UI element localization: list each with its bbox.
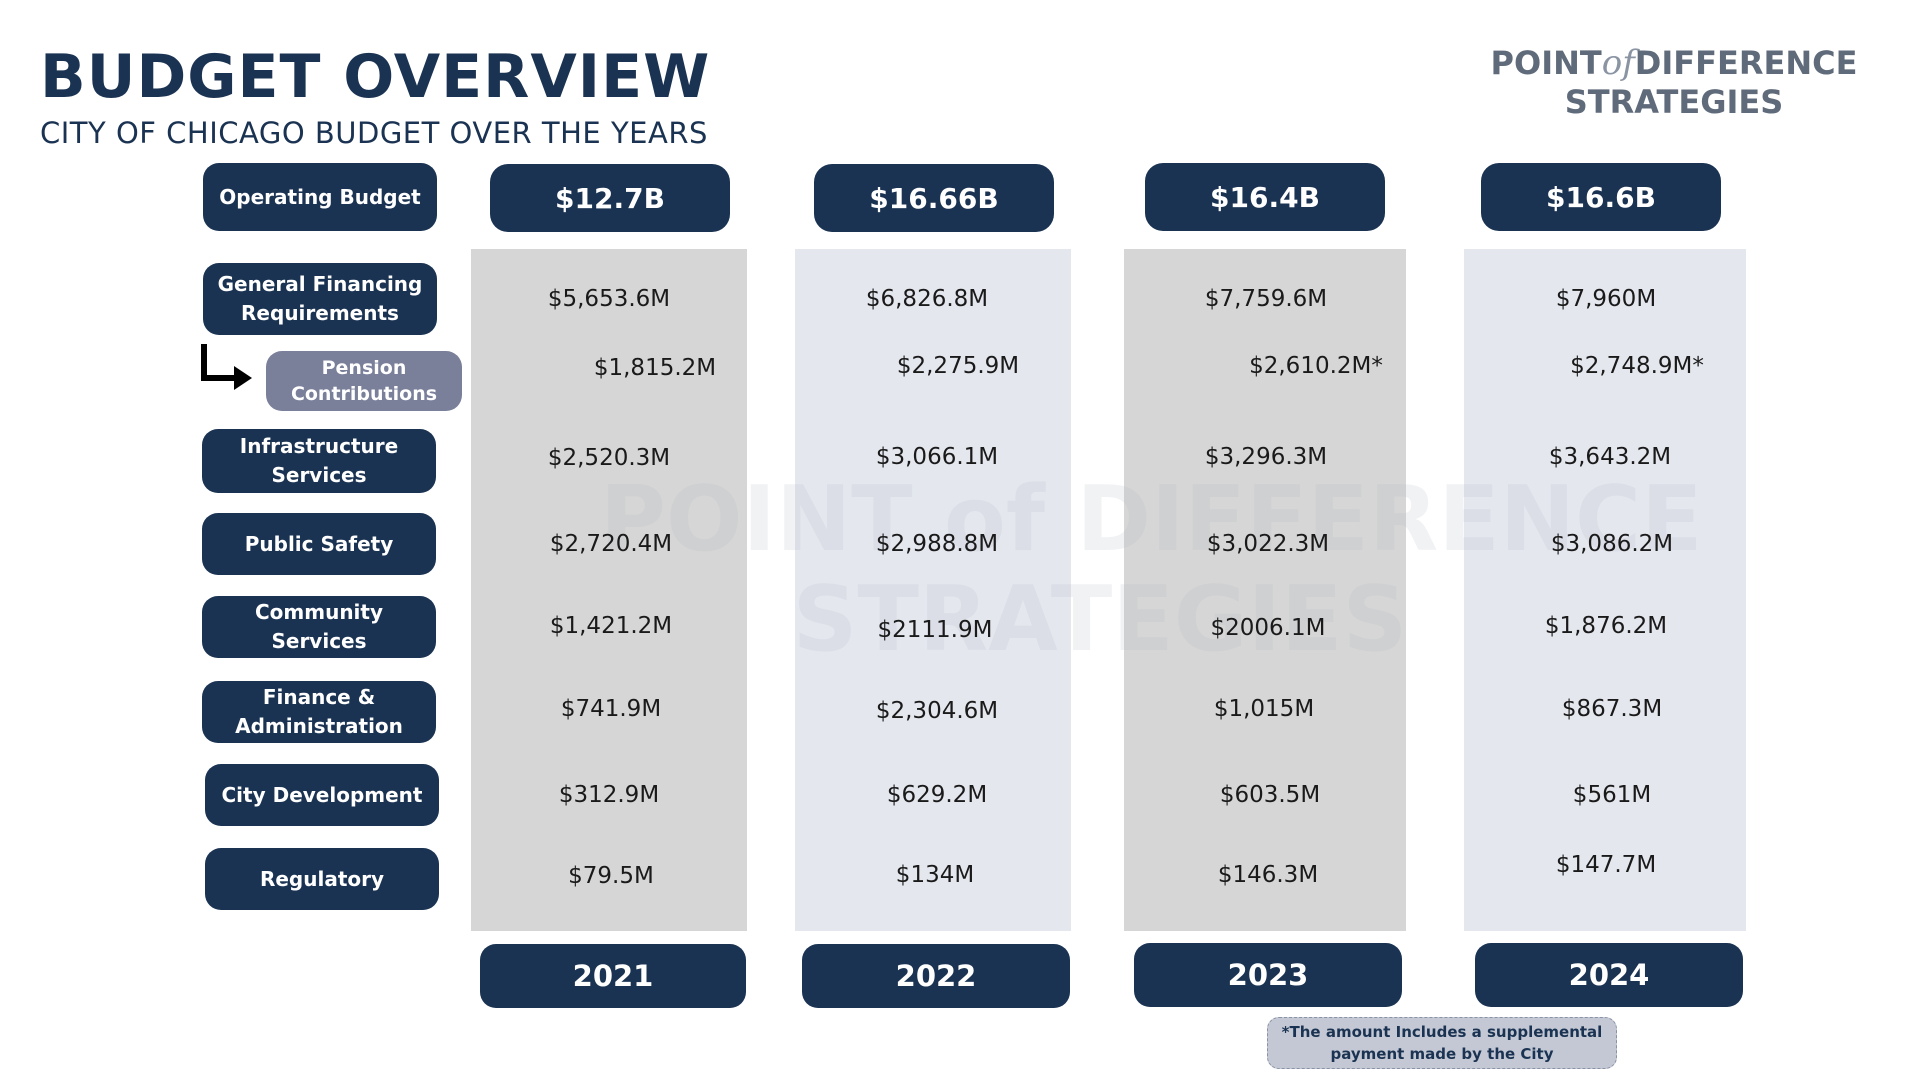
value-pension-2021: $1,815.2M (593, 355, 717, 381)
value-infrastructure-2024: $3,643.2M (1548, 444, 1672, 470)
value-regulatory-2023: $146.3M (1217, 862, 1319, 888)
brand-line-2: STRATEGIES (1564, 83, 1784, 121)
value-finance-administration-2024: $867.3M (1561, 696, 1663, 722)
year-label-2023: 2023 (1134, 943, 1402, 1007)
value-public-safety-2024: $3,086.2M (1550, 531, 1674, 557)
value-public-safety-2023: $3,022.3M (1206, 531, 1330, 557)
value-city-development-2022: $629.2M (886, 782, 988, 808)
value-pension-2023: $2,610.2M* (1249, 353, 1383, 379)
year-column-2024 (1464, 249, 1746, 931)
category-general-financing: General Financing Requirements (203, 263, 437, 335)
value-finance-administration-2022: $2,304.6M (875, 698, 999, 724)
footnote: *The amount Includes a supplemental paym… (1267, 1017, 1617, 1069)
category-public-safety: Public Safety (202, 513, 436, 575)
value-community-services-2022: $2111.9M (877, 617, 993, 643)
brand-logo: POINTofDIFFERENCE STRATEGIES (1464, 44, 1884, 122)
page-subtitle: CITY OF CHICAGO BUDGET OVER THE YEARS (40, 116, 708, 150)
value-public-safety-2021: $2,720.4M (549, 531, 673, 557)
value-community-services-2021: $1,421.2M (549, 613, 673, 639)
value-public-safety-2022: $2,988.8M (875, 531, 999, 557)
total-2024: $16.6B (1481, 163, 1721, 231)
value-community-services-2023: $2006.1M (1210, 615, 1326, 641)
value-regulatory-2024: $147.7M (1555, 852, 1657, 878)
value-general-financing-2022: $6,826.8M (865, 286, 989, 312)
category-finance-administration: Finance & Administration (202, 681, 436, 743)
watermark: POINT of DIFFERENCE STRATEGIES (600, 467, 1703, 672)
watermark-line-2: STRATEGIES (792, 567, 1408, 672)
operating-budget-label: Operating Budget (203, 163, 437, 231)
value-regulatory-2022: $134M (895, 862, 975, 888)
total-2022: $16.66B (814, 164, 1054, 232)
value-general-financing-2024: $7,960M (1555, 286, 1657, 312)
value-infrastructure-2023: $3,296.3M (1204, 444, 1328, 470)
arrow-down-right-icon (201, 344, 252, 390)
year-label-2024: 2024 (1475, 943, 1743, 1007)
total-2021: $12.7B (490, 164, 730, 232)
brand-word-of: of (1601, 43, 1635, 83)
year-column-2022 (795, 249, 1071, 931)
value-infrastructure-2021: $2,520.3M (547, 445, 671, 471)
category-community-services: Community Services (202, 596, 436, 658)
value-pension-2022: $2,275.9M (896, 353, 1020, 379)
brand-word-point: POINT (1490, 44, 1602, 82)
value-city-development-2024: $561M (1572, 782, 1652, 808)
value-community-services-2024: $1,876.2M (1544, 613, 1668, 639)
brand-word-difference: DIFFERENCE (1634, 44, 1858, 82)
value-finance-administration-2023: $1,015M (1213, 696, 1315, 722)
category-regulatory: Regulatory (205, 848, 439, 910)
value-finance-administration-2021: $741.9M (560, 696, 662, 722)
value-pension-2024: $2,748.9M* (1570, 353, 1704, 379)
value-infrastructure-2022: $3,066.1M (875, 444, 999, 470)
value-regulatory-2021: $79.5M (568, 863, 654, 889)
watermark-line-1: POINT of DIFFERENCE (600, 467, 1703, 572)
year-label-2022: 2022 (802, 944, 1070, 1008)
category-city-development: City Development (205, 764, 439, 826)
brand-line-1: POINTofDIFFERENCE (1464, 44, 1884, 83)
year-label-2021: 2021 (480, 944, 746, 1008)
value-general-financing-2023: $7,759.6M (1204, 286, 1328, 312)
value-city-development-2021: $312.9M (558, 782, 660, 808)
year-column-2023 (1124, 249, 1406, 931)
value-general-financing-2021: $5,653.6M (547, 286, 671, 312)
total-2023: $16.4B (1145, 163, 1385, 231)
category-infrastructure-services: Infrastructure Services (202, 429, 436, 493)
year-column-2021 (471, 249, 747, 931)
page-title: BUDGET OVERVIEW (40, 42, 711, 112)
category-pension-contributions: Pension Contributions (266, 351, 462, 411)
value-city-development-2023: $603.5M (1219, 782, 1321, 808)
